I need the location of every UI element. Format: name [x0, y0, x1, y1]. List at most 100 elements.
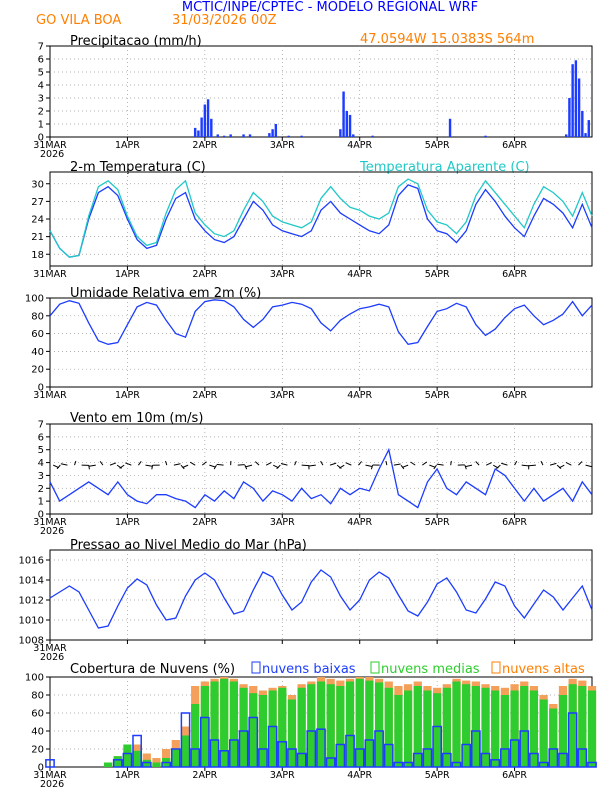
legend-swatch-low: [251, 661, 261, 674]
clouds-title: Cobertura de Nuvens (%): [70, 662, 235, 677]
rh-xtick-label: 1APR: [115, 390, 140, 401]
wind-arrow: [465, 464, 473, 468]
cloud-bar-nuvens-baixas: [403, 761, 413, 768]
cloud-bar-nuvens-medias: [549, 708, 558, 767]
wind-arrow: [151, 465, 154, 470]
precip-bar: [352, 134, 355, 137]
wind-ytick-label: 4: [38, 458, 44, 469]
wind-line-0: [49, 447, 593, 509]
cloud-bar-nuvens-baixas: [112, 759, 123, 768]
cloud-bar-nuvens-baixas: [267, 725, 278, 768]
cloud-bar-nuvens-baixas: [441, 752, 452, 768]
wind-arrow: [358, 461, 363, 466]
wind-arrow: [320, 460, 324, 466]
precip-bar: [271, 129, 274, 137]
precip-ytick-label: 2: [38, 107, 44, 118]
legend-label-high: nuvens altas: [502, 662, 585, 677]
clouds-xtick-label: 4APR: [347, 770, 372, 781]
precip-bar: [206, 99, 210, 137]
wind-title: Vento em 10m (m/s): [70, 411, 203, 426]
wind-arrow: [294, 460, 297, 466]
cloud-bar-nuvens-baixas: [577, 748, 588, 768]
cloud-bar-nuvens-baixas: [354, 748, 365, 768]
cloud-bar-nuvens-baixas: [383, 743, 394, 768]
cloud-bar-nuvens-medias: [423, 690, 432, 767]
wind-frame: [49, 423, 593, 515]
cloud-bar-nuvens-medias: [220, 678, 229, 767]
wind-xtick-label: 3APR: [270, 517, 295, 528]
cloud-bar-nuvens-medias: [181, 735, 190, 767]
cloud-bar-nuvens-baixas: [529, 752, 539, 768]
rh-xtick-label: 31MAR: [33, 390, 67, 401]
cloud-bar-nuvens-medias: [200, 686, 209, 767]
wind-arrow: [436, 463, 444, 466]
precip-bar: [571, 64, 574, 137]
cloud-bar-nuvens-medias: [539, 699, 548, 767]
wind-arrow: [56, 464, 61, 470]
pressure-ytick-label: 1016: [19, 556, 44, 567]
wind-arrow: [329, 462, 337, 466]
cloud-bar-nuvens-baixas: [258, 748, 268, 768]
cloud-bar-nuvens-medias: [287, 699, 297, 767]
rh-xtick-label: 6APR: [502, 390, 527, 401]
wind-arrow: [216, 463, 224, 466]
clouds-xtick-label: 3APR: [270, 770, 295, 781]
cloud-bar-nuvens-medias: [529, 690, 539, 767]
cloud-bar-nuvens-medias: [249, 693, 258, 767]
wind-arrow: [213, 464, 217, 470]
wind-arrow: [339, 464, 345, 469]
wind-arrow: [173, 463, 181, 466]
cloud-bar-nuvens-baixas: [180, 712, 191, 768]
wind-arrow: [365, 464, 373, 467]
cloud-bar-nuvens-medias: [452, 681, 461, 767]
wind-xtick-label: 4APR: [347, 517, 372, 528]
cloud-bar-nuvens-medias: [365, 680, 374, 767]
precip-ytick-label: 7: [38, 42, 44, 53]
legend-swatch-high: [491, 661, 501, 674]
precip-xtick-label: 4APR: [347, 140, 372, 151]
wind-ytick-label: 5: [38, 445, 44, 456]
rh-xtick-label: 5APR: [425, 390, 450, 401]
precip-bar: [229, 134, 232, 137]
rh-ytick-label: 100: [25, 294, 44, 305]
cloud-bar-nuvens-baixas: [587, 761, 597, 768]
wind-ytick-label: 6: [38, 432, 44, 443]
rh-title: Umidade Relativa em 2m (%): [70, 286, 261, 301]
clouds-ytick-label: 80: [31, 691, 44, 702]
cloud-bar-nuvens-medias: [152, 762, 161, 767]
cloud-bar-nuvens-medias: [307, 684, 316, 767]
wind-arrow: [585, 464, 593, 468]
precip-bar: [210, 118, 213, 137]
clouds-xtick-label: 5APR: [425, 770, 450, 781]
cloud-bar-nuvens-baixas: [238, 730, 249, 768]
rh-frame: [49, 297, 593, 388]
header-run: 31/03/2026 00Z: [172, 13, 277, 28]
wind-arrow: [137, 461, 142, 466]
clouds-ytick-label: 0: [38, 763, 44, 774]
cloud-bar-nuvens-medias: [578, 686, 587, 767]
pressure-ytick-label: 1012: [19, 596, 44, 607]
wind-arrow: [182, 464, 189, 469]
wind-ytick-label: 3: [38, 471, 44, 482]
wind-arrow: [88, 465, 90, 470]
cloud-bar-nuvens-medias: [297, 687, 306, 767]
rh-xtick-label: 4APR: [347, 390, 372, 401]
wind-arrow: [402, 464, 409, 468]
cloud-bar-nuvens-baixas: [345, 734, 355, 768]
header-title: MCTIC/INPE/CPTEC - MODELO REGIONAL WRF: [182, 0, 478, 15]
rh-ytick-label: 40: [31, 347, 44, 358]
wind-arrow: [345, 462, 352, 466]
wind-arrow: [165, 460, 168, 466]
cloud-bar-nuvens-baixas: [170, 748, 181, 768]
cloud-bar-nuvens-medias: [587, 690, 597, 767]
pressure-ytick-label: 1010: [19, 616, 44, 627]
cloud-bar-nuvens-baixas: [141, 761, 152, 768]
temp-legend: Temperatura Aparente (C): [359, 160, 530, 175]
wind-arrow: [549, 462, 557, 466]
precip-bar: [242, 134, 245, 137]
cloud-bar-nuvens-baixas: [509, 739, 520, 768]
wind-arrow: [464, 464, 467, 470]
precip-bar: [248, 134, 252, 137]
wind-arrow: [265, 461, 272, 466]
wind-arrow: [125, 462, 132, 466]
